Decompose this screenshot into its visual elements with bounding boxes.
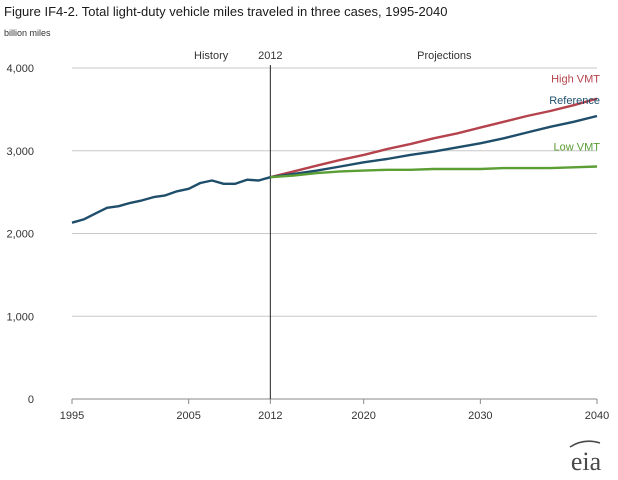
x-tick-label: 1995 xyxy=(60,410,84,422)
y-tick-label: 0 xyxy=(28,394,34,406)
x-tick-label: 2012 xyxy=(258,410,282,422)
y-tick-label: 2,000 xyxy=(6,229,34,241)
x-axis-ticks: 1995 2005 2012 2020 2030 2040 xyxy=(60,399,609,422)
x-tick-label: 2030 xyxy=(468,410,492,422)
series-line-low-vmt xyxy=(270,165,598,179)
x-tick-label: 2020 xyxy=(351,410,375,422)
y-tick-label: 4,000 xyxy=(6,63,34,75)
y-tick-label: 1,000 xyxy=(6,311,34,323)
history-annotation: History xyxy=(194,50,229,62)
y-axis-ticks: 0 1,000 2,000 3,000 4,000 xyxy=(6,63,34,406)
series-label-reference: Reference xyxy=(549,95,600,107)
series-lines xyxy=(71,97,598,224)
series-line-high-vmt xyxy=(270,97,598,179)
gridlines xyxy=(72,67,597,400)
series-line-reference xyxy=(270,114,598,179)
chart-title: Figure IF4-2. Total light-duty vehicle m… xyxy=(4,4,447,19)
y-tick-label: 3,000 xyxy=(6,146,34,158)
eia-logo: eia xyxy=(571,447,602,476)
series-label-low-vmt: Low VMT xyxy=(554,141,601,153)
series-labels: High VMT Reference Low VMT xyxy=(549,74,600,154)
eia-logo-swoosh xyxy=(569,440,601,448)
series-label-high-vmt: High VMT xyxy=(551,74,600,86)
series-line-history xyxy=(71,176,271,224)
y-axis-unit: billion miles xyxy=(4,28,51,38)
x-tick-label: 2040 xyxy=(585,410,609,422)
divider-year-annotation: 2012 xyxy=(258,50,282,62)
x-tick-label: 2005 xyxy=(176,410,200,422)
projections-annotation: Projections xyxy=(417,50,472,62)
